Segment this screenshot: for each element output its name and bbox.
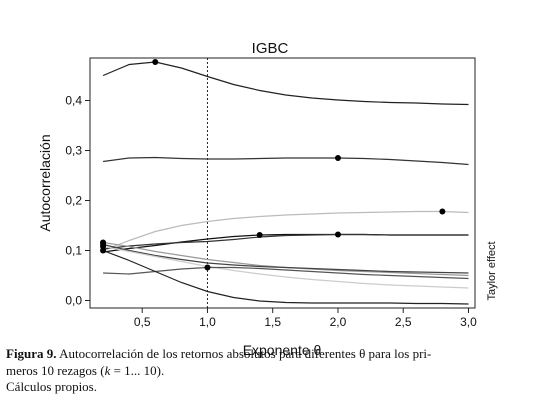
caption-text-2a: meros 10 rezagos ( <box>6 362 105 378</box>
x-axis-label: Exponente θ <box>243 342 322 358</box>
y-tick-label: 0,1 <box>65 244 82 258</box>
series-line-8 <box>102 245 469 289</box>
x-tick-label: 1,5 <box>264 315 281 329</box>
caption-text-2b: = 1... 10). <box>110 362 165 378</box>
max-point-3 <box>439 208 446 215</box>
series-line-5 <box>103 233 469 250</box>
x-tick-label: 2,5 <box>395 315 412 329</box>
max-point-5 <box>334 231 341 238</box>
series-line-2 <box>103 156 469 166</box>
x-tick-label: 0,5 <box>134 315 151 329</box>
caption-line-2: meros 10 rezagos (k = 1... 10). <box>6 363 531 380</box>
caption-figure-label: Figura 9. <box>6 346 57 361</box>
figure-caption: Figura 9. Autocorrelación de los retorno… <box>6 346 531 396</box>
series-line-3 <box>102 210 469 252</box>
x-tick-label: 2,0 <box>330 315 347 329</box>
taylor-effect-label: Taylor effect <box>486 241 498 300</box>
axes: 0,5 1,0 1,5 2,0 2,5 3,0 0,0 0,1 0,2 0,3 0,4 <box>65 94 477 330</box>
caption-source: Cálculos propios. <box>6 379 97 394</box>
x-tick-label: 3,0 <box>460 315 477 329</box>
caption-k-symbol: k <box>104 362 111 378</box>
chart-title: IGBC <box>252 40 289 57</box>
max-points-layer <box>100 59 446 271</box>
x-tick-label: 1,0 <box>199 315 216 329</box>
max-point-4 <box>256 232 263 238</box>
y-axis-label: Autocorrelación <box>37 134 53 231</box>
series-line-1 <box>102 61 469 106</box>
max-point-10 <box>100 247 107 254</box>
max-point-9 <box>204 264 211 271</box>
max-point-2 <box>334 155 341 161</box>
y-tick-label: 0,4 <box>65 94 82 108</box>
plot-frame <box>89 57 476 309</box>
series-line-9 <box>103 266 469 280</box>
series-layer <box>102 61 469 305</box>
caption-line-1: Figura 9. Autocorrelación de los retorno… <box>6 346 531 363</box>
y-tick-label: 0,3 <box>65 144 82 158</box>
caption-text-1: Autocorrelación de los retornos absoluto… <box>56 346 432 361</box>
y-tick-label: 0,2 <box>65 194 82 208</box>
series-line-10 <box>102 249 469 305</box>
max-point-1 <box>152 59 159 65</box>
series-line-7 <box>102 243 469 274</box>
y-tick-label: 0,0 <box>65 294 82 308</box>
